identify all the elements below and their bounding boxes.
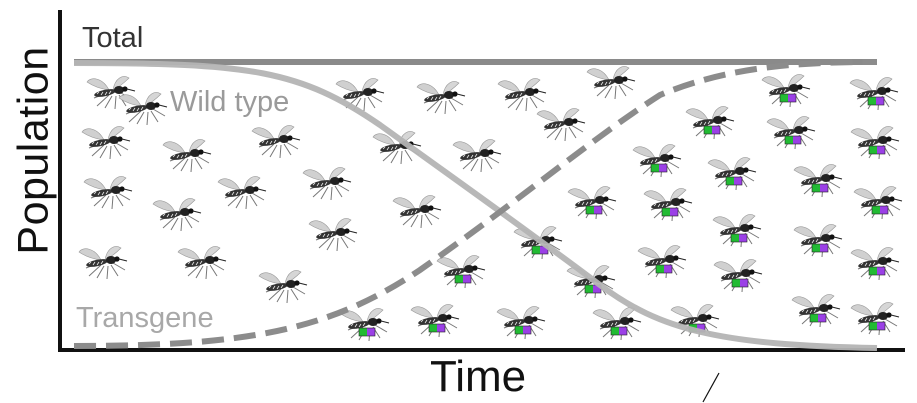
mosquito-icon (452, 139, 502, 173)
mosquito-icon (217, 176, 267, 210)
transgene-marker-icon (868, 266, 886, 276)
transgene-marker-icon (650, 163, 668, 173)
mosquito-icon (81, 126, 131, 160)
y-axis-label: Population (9, 45, 58, 255)
transgene-marker-icon (868, 321, 886, 331)
transgene-marker-icon (428, 323, 446, 333)
transgene-marker-icon (811, 183, 829, 193)
y-axis-label-box: Population (8, 0, 60, 300)
wild-type-curve (73, 60, 878, 351)
transgene-marker-icon (655, 264, 673, 274)
transgene-curve (73, 59, 878, 349)
mosquito-icon (416, 81, 466, 115)
mosquito-icon (308, 218, 358, 252)
mosquito-icon (258, 270, 308, 304)
transgene-marker-icon (514, 325, 532, 335)
mosquito-icon (78, 246, 128, 280)
mosquito-icon (302, 167, 352, 201)
total-curve-label: Total (82, 22, 144, 54)
mosquito-icon (118, 92, 168, 126)
transgene-marker-icon (871, 205, 889, 215)
transgene-marker-icon (730, 233, 748, 243)
transgene-marker-icon (867, 96, 885, 106)
mosquito-icon (162, 139, 212, 173)
transgene-marker-icon (703, 125, 721, 135)
mosquito-icon (83, 176, 133, 210)
mosquito-icon (586, 66, 636, 100)
transgene-marker-icon (454, 274, 472, 284)
mosquito-icon (86, 76, 136, 110)
transgene-marker-icon (725, 176, 743, 186)
mosquito-icon (497, 78, 547, 112)
transgene-marker-icon (731, 278, 749, 288)
transgene-marker-icon (868, 145, 886, 155)
mosquito-icon (335, 78, 385, 112)
stray-mark (702, 372, 720, 403)
mosquito-icon (536, 108, 586, 142)
transgene-marker-icon (811, 243, 829, 253)
transgene-marker-icon (661, 207, 679, 217)
transgene-curve-label: Transgene (76, 302, 214, 334)
wild-type-curve-label: Wild type (170, 86, 290, 118)
transgene-marker-icon (585, 205, 603, 215)
transgene-marker-icon (784, 135, 802, 145)
x-axis-label: Time (430, 352, 527, 401)
mosquito-icon (152, 198, 202, 232)
mosquito-icon (392, 195, 442, 229)
mosquito-icon (251, 125, 301, 159)
transgene-marker-icon (358, 327, 376, 337)
mosquito-icon (177, 246, 227, 280)
transgene-marker-icon (610, 326, 628, 336)
transgene-marker-icon (809, 313, 827, 323)
transgene-marker-icon (779, 93, 797, 103)
